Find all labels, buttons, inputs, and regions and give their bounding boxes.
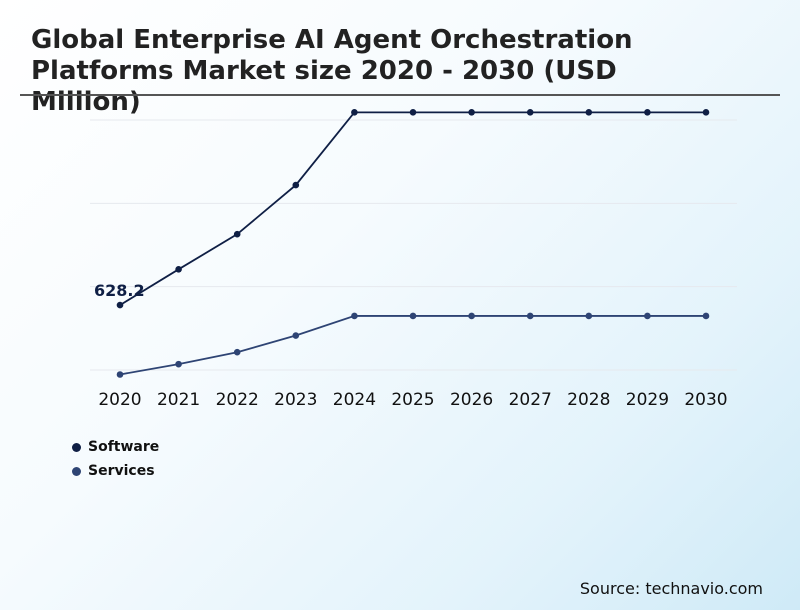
- series-line-services: [119, 315, 706, 376]
- data-point-services-2030: [702, 312, 710, 320]
- x-tick-label-2028: 2028: [567, 390, 610, 410]
- data-point-software-2023: [292, 181, 300, 189]
- data-point-software-2028: [585, 109, 593, 116]
- data-point-services-2027: [526, 312, 534, 320]
- data-label-0: 628.2: [94, 281, 145, 300]
- chart-title: Global Enterprise AI Agent Orchestration…: [31, 25, 633, 117]
- source-credit: Source: technavio.com: [579, 579, 763, 598]
- data-point-software-2025: [409, 109, 417, 116]
- data-point-services-2021: [175, 360, 182, 368]
- data-point-software-2030: [702, 109, 710, 116]
- data-point-software-2024: [351, 109, 358, 116]
- series-line-software: [119, 111, 706, 306]
- legend-label-software: Software: [88, 439, 160, 455]
- x-tick-label-2025: 2025: [391, 390, 434, 410]
- x-tick-label-2029: 2029: [626, 390, 669, 410]
- legend-marker-software: [72, 442, 81, 452]
- x-tick-label-2023: 2023: [274, 390, 317, 410]
- legend-label-services: Services: [88, 463, 155, 479]
- data-point-software-2026: [468, 109, 475, 116]
- gridlines: [90, 119, 737, 371]
- data-point-services-2026: [468, 312, 475, 320]
- data-point-software-2022: [233, 230, 241, 238]
- x-tick-label-2022: 2022: [216, 390, 259, 410]
- data-point-services-2020: [116, 371, 124, 378]
- title-divider: [20, 94, 780, 96]
- data-point-services-2023: [292, 332, 300, 339]
- data-point-services-2029: [644, 312, 651, 320]
- x-tick-label-2027: 2027: [509, 390, 552, 410]
- data-point-software-2021: [175, 266, 182, 273]
- x-axis-tick-labels: 2020 2021 2022 2023 2024 2025 2026 2027 2028 2029…: [98, 390, 727, 410]
- x-tick-label-2024: 2024: [333, 390, 376, 410]
- data-point-services-2028: [585, 312, 593, 320]
- data-point-software-2020: [116, 301, 124, 309]
- data-point-software-2027: [526, 109, 534, 116]
- data-point-software-2029: [644, 109, 651, 116]
- x-tick-label-2026: 2026: [450, 390, 493, 410]
- series-lines: [119, 111, 706, 376]
- legend-item-software: Software: [72, 435, 159, 459]
- data-points: [116, 109, 710, 378]
- x-tick-label-2021: 2021: [157, 390, 200, 410]
- x-tick-label-2020: 2020: [98, 390, 141, 410]
- data-point-services-2025: [409, 312, 417, 320]
- legend-marker-services: [72, 466, 81, 476]
- data-point-services-2022: [233, 348, 241, 356]
- legend-item-services: Services: [72, 459, 159, 483]
- data-point-services-2024: [351, 312, 358, 320]
- x-tick-label-2030: 2030: [684, 390, 727, 410]
- data-labels: 628.2: [94, 281, 145, 300]
- legend: Software Services: [72, 435, 159, 483]
